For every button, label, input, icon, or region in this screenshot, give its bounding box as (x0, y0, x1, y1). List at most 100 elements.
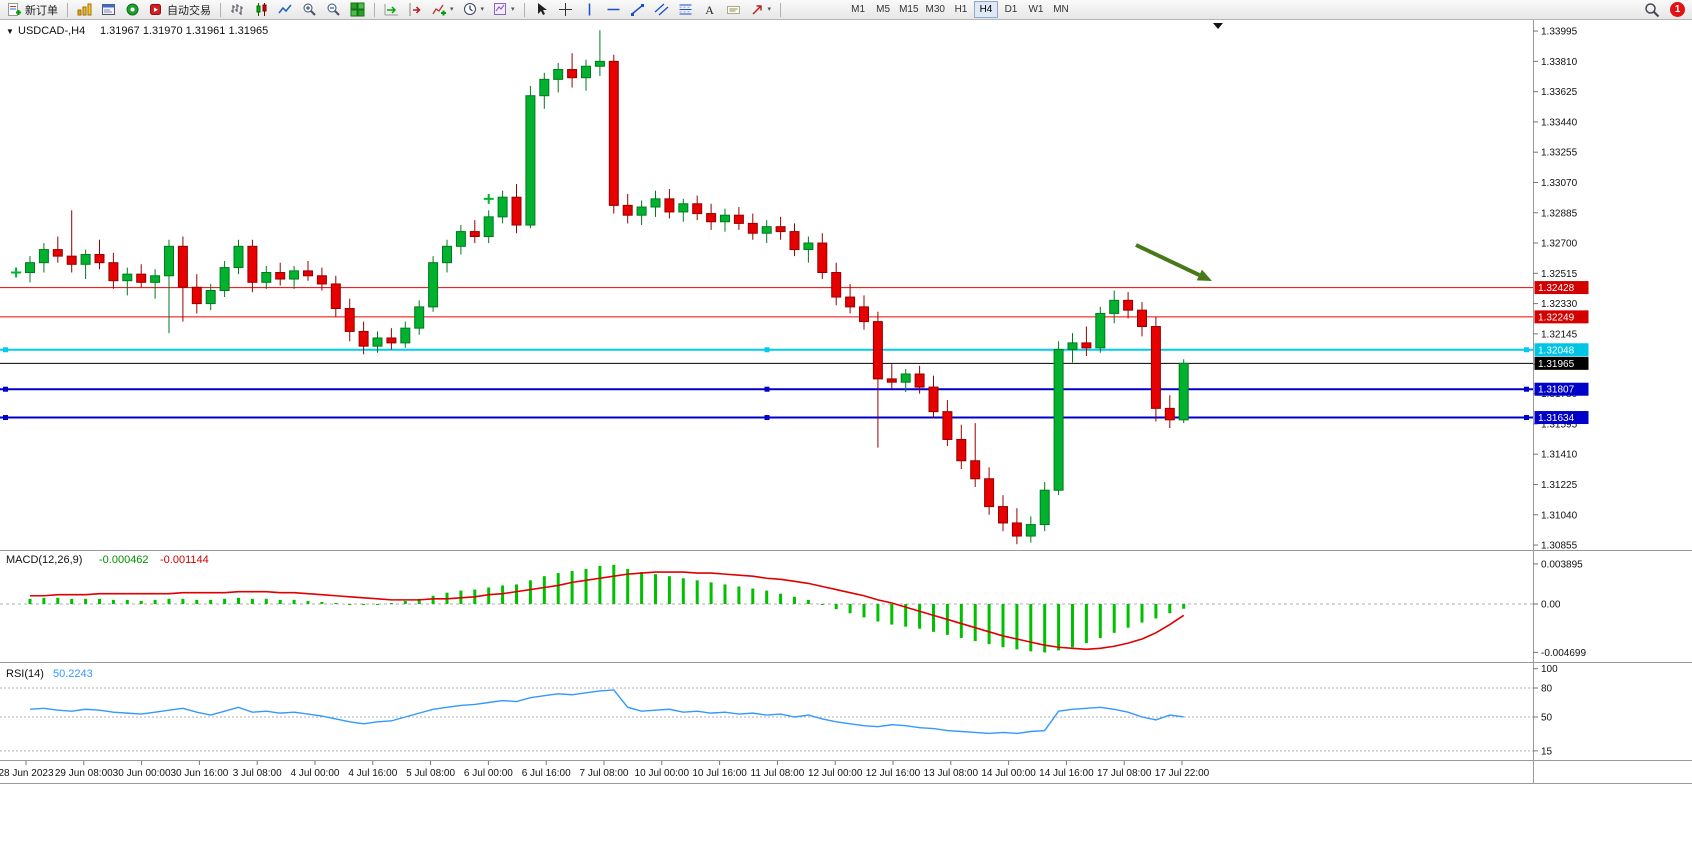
svg-text:1.32428: 1.32428 (1538, 283, 1575, 294)
channel-button[interactable] (650, 1, 673, 19)
price-tag: 1.32249 (1534, 310, 1589, 324)
timeframe-button-d1[interactable]: D1 (999, 1, 1023, 18)
line-handle[interactable] (764, 415, 770, 421)
timeframe-button-h1[interactable]: H1 (949, 1, 973, 18)
line-handle[interactable] (1524, 347, 1529, 353)
line-handle[interactable] (764, 386, 770, 392)
time-axis-label: 14 Jul 16:00 (1039, 768, 1094, 779)
zoom-out-button[interactable] (322, 1, 345, 19)
text-label-button[interactable] (722, 1, 745, 19)
timeframe-button-m5[interactable]: M5 (871, 1, 895, 18)
new-chart-button[interactable] (73, 1, 96, 19)
text-label-icon (726, 2, 741, 17)
candle-body (455, 231, 466, 247)
rsi-axis-label: 15 (1541, 746, 1553, 757)
horizontal-line-button[interactable] (602, 1, 625, 19)
indicators-button[interactable]: ▾ (428, 1, 458, 19)
price-tag: 1.31634 (1534, 411, 1589, 425)
quick-trade-toggle[interactable]: ▼ (6, 27, 14, 36)
line-handle[interactable] (3, 347, 8, 353)
bar-chart-icon (230, 2, 245, 17)
trendline-button[interactable] (626, 1, 649, 19)
time-axis-label: 4 Jul 00:00 (291, 768, 340, 779)
line-handle[interactable] (3, 386, 8, 392)
candle-body (344, 308, 355, 332)
search-button[interactable] (1640, 1, 1664, 19)
macd-signal-value: -0.001144 (160, 554, 209, 566)
timeframe-button-h4[interactable]: H4 (973, 1, 998, 18)
timeframe-group: M1 M5 M15 M30 H1 H4 D1 W1 MN (846, 1, 1073, 18)
candle-body (720, 214, 730, 223)
tile-windows-button[interactable] (346, 1, 369, 19)
candle-body (108, 262, 119, 282)
timeframe-button-m15[interactable]: M15 (896, 1, 921, 18)
tile-windows-icon (350, 2, 365, 17)
time-axis-label: 7 Jul 08:00 (580, 768, 629, 779)
trend-arrow-annotation[interactable] (1135, 243, 1212, 281)
candle-body (233, 245, 244, 269)
macd-panel: MACD(12,26,9) -0.000462 -0.001144 0.003895 0… (0, 554, 1586, 659)
candle-body (289, 270, 300, 280)
cursor-button[interactable] (530, 1, 553, 19)
time-axis-label: 11 Jul 08:00 (751, 768, 805, 779)
price-axis[interactable]: 1.33995 1.33810 1.33625 1.33440 1.33255 1.330… (1533, 27, 1589, 552)
price-axis-label: 1.31595 (1541, 419, 1578, 430)
macd-label: MACD(12,26,9) (6, 554, 82, 566)
line-handle[interactable] (1524, 386, 1529, 392)
bar-chart-button[interactable] (226, 1, 249, 19)
line-handle[interactable] (764, 347, 770, 353)
cursor-icon (534, 2, 549, 17)
candle-body (1025, 524, 1036, 537)
periods-button[interactable]: ▾ (459, 1, 489, 19)
candle-body (886, 378, 897, 383)
timeframe-button-m30[interactable]: M30 (923, 1, 948, 18)
candle-body (928, 386, 939, 413)
candle-body (1123, 299, 1134, 311)
timeframe-button-w1[interactable]: W1 (1024, 1, 1048, 18)
rsi-axis-label: 80 (1541, 683, 1553, 694)
chart-canvas[interactable]: ▼ USDCAD-,H4 1.31967 1.31970 1.31961 1.319… (0, 20, 1692, 785)
line-handle[interactable] (1524, 415, 1529, 421)
data-window-button[interactable] (121, 1, 144, 19)
chart-shift-button[interactable] (404, 1, 427, 19)
rsi-line (29, 689, 1184, 735)
timeframe-button-mn[interactable]: MN (1049, 1, 1073, 18)
candle-body (872, 321, 883, 380)
time-axis-label: 17 Jul 08:00 (1097, 768, 1152, 779)
candlestick-button[interactable] (250, 1, 273, 19)
candle-body (38, 249, 49, 264)
separator (523, 2, 525, 17)
price-axis-label: 1.31410 (1541, 450, 1578, 461)
zoom-in-button[interactable] (298, 1, 321, 19)
time-axis-label: 17 Jul 22:00 (1155, 768, 1210, 779)
timeframe-button-m1[interactable]: M1 (846, 1, 870, 18)
fibonacci-button[interactable] (674, 1, 697, 19)
candle-body (775, 226, 786, 233)
line-handle[interactable] (3, 415, 8, 421)
arrows-button[interactable]: ▾ (746, 1, 776, 19)
macd-histogram (28, 564, 1186, 653)
autoscroll-button[interactable] (380, 1, 403, 19)
line-chart-button[interactable] (274, 1, 297, 19)
candle-body (692, 203, 703, 215)
new-order-button[interactable]: 新订单 (3, 1, 62, 19)
templates-button[interactable]: ▾ (489, 1, 519, 19)
candle-body (956, 438, 967, 462)
rsi-label: RSI(14) (6, 668, 44, 680)
symbol-period-label: USDCAD-,H4 (18, 25, 85, 37)
notification-badge[interactable]: 1 (1670, 2, 1685, 17)
macd-main-value: -0.000462 (99, 554, 149, 566)
zoom-in-icon (302, 2, 317, 17)
chart-shift-marker[interactable] (1213, 23, 1223, 29)
candle-body (52, 249, 63, 257)
profiles-button[interactable] (97, 1, 120, 19)
text-button[interactable]: A (698, 1, 721, 19)
macd-axis-label: -0.004699 (1541, 648, 1586, 659)
autotrading-button[interactable]: 自动交易 (145, 1, 215, 19)
candle-body (984, 478, 995, 508)
crosshair-button[interactable] (554, 1, 577, 19)
candle-body (831, 272, 842, 298)
candle-body (372, 337, 383, 347)
time-axis[interactable]: 28 Jun 2023 29 Jun 08:00 30 Jun 00:00 30 Ju… (0, 761, 1210, 779)
vertical-line-button[interactable] (578, 1, 601, 19)
